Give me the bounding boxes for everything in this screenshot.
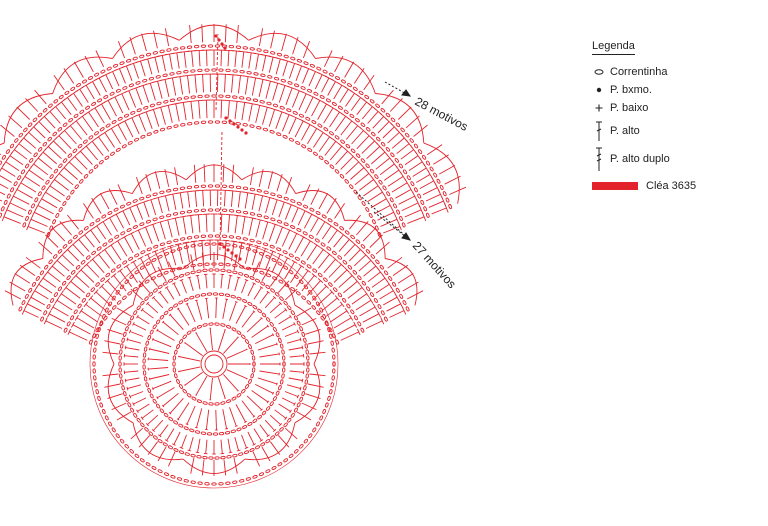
plus-icon (592, 104, 606, 112)
legend-label: P. alto (610, 125, 640, 137)
legend-title: Legenda (592, 40, 635, 55)
legend-item-double-treble: P. alto duplo (592, 145, 752, 173)
legend-label: Cléa 3635 (646, 180, 697, 192)
legend-label: P. baixo (610, 102, 649, 114)
annotation-27-motifs: 27 motivos (410, 239, 459, 291)
legend: Legenda Correntinha P. bxmo. P. baixo P.… (592, 40, 752, 195)
legend-label: Correntinha (610, 66, 668, 78)
legend-item-chain: Correntinha (592, 63, 752, 81)
legend-label: P. alto duplo (610, 153, 670, 165)
treble-stitch-icon (592, 120, 606, 142)
chain-oval-icon (592, 69, 606, 75)
color-swatch (592, 182, 638, 190)
legend-item-color: Cléa 3635 (592, 177, 752, 195)
legend-label: P. bxmo. (610, 84, 652, 96)
stitch-pattern (0, 24, 467, 489)
annotation-arrows (355, 81, 412, 241)
legend-item-single-crochet: P. baixo (592, 99, 752, 117)
legend-item-treble: P. alto (592, 117, 752, 145)
dot-icon (592, 87, 606, 93)
double-treble-stitch-icon (592, 146, 606, 172)
legend-item-slip-stitch: P. bxmo. (592, 81, 752, 99)
